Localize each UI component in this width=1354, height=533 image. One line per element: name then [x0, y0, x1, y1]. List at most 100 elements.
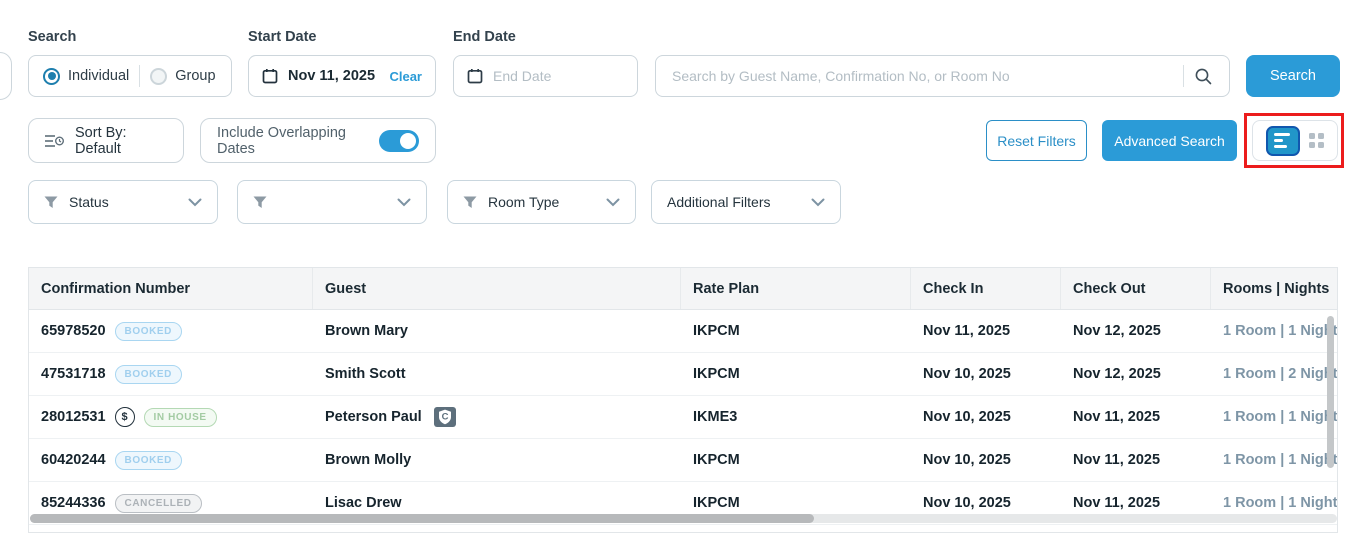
- advanced-search-button[interactable]: Advanced Search: [1102, 120, 1237, 161]
- end-date-input[interactable]: [493, 68, 674, 84]
- confirmation-cell: 47531718 BOOKED: [29, 353, 313, 395]
- check-out-cell: Nov 11, 2025: [1073, 452, 1161, 468]
- calendar-icon: [262, 68, 278, 84]
- rate-plan-cell: IKPCM: [693, 495, 740, 511]
- reservations-table: Confirmation Number Guest Rate Plan Chec…: [28, 267, 1338, 533]
- check-in-cell: Nov 10, 2025: [923, 452, 1011, 468]
- search-icon[interactable]: [1194, 67, 1213, 86]
- rooms-nights-cell: 1 Room | 1 Night: [1223, 452, 1337, 468]
- confirmation-cell: 60420244 BOOKED: [29, 439, 313, 481]
- check-in-cell: Nov 10, 2025: [923, 495, 1011, 511]
- rooms-nights-cell: 1 Room | 2 Night: [1223, 366, 1337, 382]
- reset-filters-button[interactable]: Reset Filters: [986, 120, 1087, 161]
- guest-cell: Smith Scott: [313, 353, 681, 395]
- column-header-check-out: Check Out: [1061, 268, 1211, 309]
- confirmation-number: 60420244: [41, 452, 106, 468]
- status-filter-dropdown[interactable]: Status: [28, 180, 218, 224]
- guest-cell: Peterson Paul C: [313, 396, 681, 438]
- start-date-picker[interactable]: Nov 11, 2025 Clear: [248, 55, 436, 97]
- guest-search-box: [655, 55, 1230, 97]
- radio-selected-icon: [43, 67, 60, 85]
- check-in-cell: Nov 10, 2025: [923, 366, 1011, 382]
- horizontal-scrollbar: [30, 514, 1337, 523]
- funnel-icon: [253, 196, 267, 209]
- guest-cell: Brown Molly: [313, 439, 681, 481]
- dropdown-label: Additional Filters: [667, 194, 771, 210]
- end-date-picker[interactable]: [453, 55, 674, 97]
- rate-plan-cell: IKPCM: [693, 323, 740, 339]
- check-in-cell: Nov 10, 2025: [923, 409, 1011, 425]
- list-view-button[interactable]: [1266, 125, 1300, 156]
- dropdown-label: Room Type: [488, 194, 560, 210]
- sort-by-button[interactable]: Sort By: Default: [28, 118, 184, 163]
- column-header-rooms-nights: Rooms | Nights: [1223, 280, 1330, 297]
- chevron-down-icon: [397, 198, 411, 207]
- guest-cell: Brown Mary: [313, 310, 681, 352]
- chevron-down-icon: [188, 198, 202, 207]
- sort-by-label: Sort By: Default: [75, 124, 127, 157]
- chevron-down-icon: [606, 198, 620, 207]
- confirmation-number: 28012531: [41, 409, 106, 425]
- room-type-filter-dropdown[interactable]: Room Type: [447, 180, 636, 224]
- divider: [1183, 65, 1184, 87]
- sort-clock-icon: [45, 133, 64, 149]
- search-type-radio-group: Individual Group: [28, 55, 232, 97]
- rate-plan-cell: IKME3: [693, 409, 738, 425]
- check-out-cell: Nov 11, 2025: [1073, 409, 1161, 425]
- rate-plan-cell: IKPCM: [693, 452, 740, 468]
- reservation-row[interactable]: 28012531 $ IN HOUSE Peterson Paul C IKME…: [29, 396, 1337, 439]
- column-header-confirmation: Confirmation Number: [29, 268, 313, 309]
- start-date-value: Nov 11, 2025: [288, 68, 376, 84]
- guest-shield-icon: C: [433, 407, 456, 427]
- divider: [139, 65, 141, 87]
- column-header-check-in: Check In: [911, 268, 1061, 309]
- guest-name: Lisac Drew: [325, 495, 402, 511]
- table-header-row: Confirmation Number Guest Rate Plan Chec…: [29, 268, 1337, 310]
- search-button[interactable]: Search: [1246, 55, 1340, 97]
- guest-name: Smith Scott: [325, 366, 406, 382]
- status-badge: BOOKED: [114, 450, 183, 470]
- unlabeled-filter-dropdown[interactable]: [237, 180, 427, 224]
- status-badge: IN HOUSE: [143, 407, 217, 427]
- reservation-row[interactable]: 60420244 BOOKED Brown Molly IKPCM Nov 10…: [29, 439, 1337, 482]
- view-mode-toggle: [1252, 120, 1338, 161]
- column-header-guest: Guest: [313, 268, 681, 309]
- check-out-cell: Nov 12, 2025: [1073, 323, 1161, 339]
- svg-text:C: C: [441, 412, 448, 423]
- rooms-nights-cell: 1 Room | 1 Night: [1223, 409, 1337, 425]
- status-badge: BOOKED: [114, 364, 183, 384]
- rate-plan-cell: IKPCM: [693, 366, 740, 382]
- end-date-label: End Date: [453, 29, 516, 45]
- chevron-down-icon: [811, 198, 825, 207]
- radio-individual[interactable]: Individual: [43, 67, 129, 85]
- dropdown-label: Status: [69, 194, 109, 210]
- overlap-dates-toggle[interactable]: [379, 129, 419, 152]
- check-out-cell: Nov 12, 2025: [1073, 366, 1161, 382]
- dollar-circle-icon: $: [114, 407, 135, 427]
- calendar-icon: [467, 68, 483, 84]
- rooms-nights-cell: 1 Room | 1 Night: [1223, 323, 1337, 339]
- confirmation-number: 65978520: [41, 323, 106, 339]
- offscreen-control-fragment: [0, 52, 12, 100]
- status-badge: CANCELLED: [114, 493, 202, 513]
- search-section-label: Search: [28, 29, 77, 45]
- guest-name: Peterson Paul: [325, 409, 422, 425]
- grid-view-button[interactable]: [1309, 133, 1324, 148]
- status-badge: BOOKED: [114, 321, 183, 341]
- reservation-row[interactable]: 65978520 BOOKED Brown Mary IKPCM Nov 11,…: [29, 310, 1337, 353]
- radio-unselected-icon: [150, 67, 168, 85]
- guest-name: Brown Mary: [325, 323, 408, 339]
- clear-start-date-link[interactable]: Clear: [389, 68, 422, 84]
- radio-group[interactable]: Group: [150, 67, 216, 85]
- confirmation-number: 85244336: [41, 495, 106, 511]
- confirmation-cell: 85244336 CANCELLED: [29, 482, 313, 524]
- guest-search-input[interactable]: [672, 68, 1173, 84]
- horizontal-scrollbar-thumb[interactable]: [30, 514, 815, 523]
- overlap-dates-label: Include Overlapping Dates: [217, 124, 346, 157]
- reservation-row[interactable]: 47531718 BOOKED Smith Scott IKPCM Nov 10…: [29, 353, 1337, 396]
- guest-cell: Lisac Drew: [313, 482, 681, 524]
- start-date-label: Start Date: [248, 29, 317, 45]
- additional-filters-dropdown[interactable]: Additional Filters: [651, 180, 841, 224]
- vertical-scrollbar-thumb[interactable]: [1327, 316, 1334, 468]
